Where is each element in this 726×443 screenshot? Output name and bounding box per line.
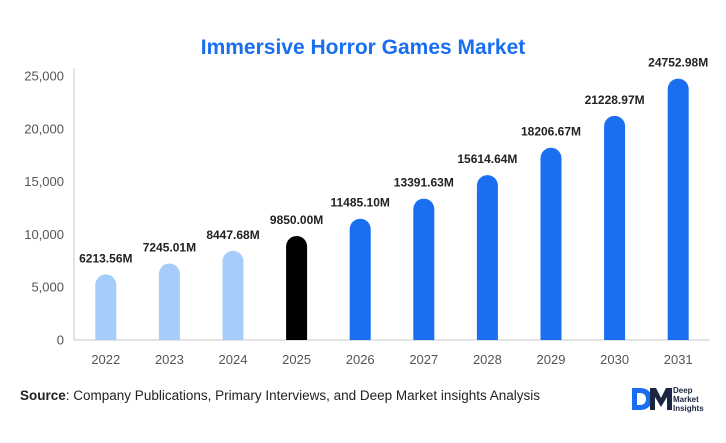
x-tick-label: 2028	[473, 352, 502, 367]
data-label: 15614.64M	[457, 152, 517, 166]
data-label: 21228.97M	[585, 93, 645, 107]
logo-line-3: Insights	[673, 404, 704, 413]
x-tick-label: 2030	[600, 352, 629, 367]
x-tick-label: 2024	[219, 352, 248, 367]
bar-2022	[95, 274, 117, 340]
x-tick-label: 2025	[282, 352, 311, 367]
y-tick-label: 10,000	[24, 227, 64, 242]
x-tick-label: 2031	[664, 352, 693, 367]
y-tick-label: 25,000	[24, 69, 64, 84]
bar-2026	[349, 218, 371, 340]
data-label: 7245.01M	[143, 240, 196, 254]
x-tick-label: 2029	[537, 352, 566, 367]
x-tick-label: 2027	[409, 352, 438, 367]
y-tick-label: 20,000	[24, 121, 64, 136]
data-label: 18206.67M	[521, 125, 581, 139]
data-label: 8447.68M	[206, 228, 259, 242]
source-note: Source: Company Publications, Primary In…	[20, 388, 540, 403]
bar-2028	[476, 175, 498, 340]
bar-chart: 0 5,000 10,000 15,000 20,000 25,000 2022 6213.5…	[24, 56, 710, 367]
bar-2030	[604, 115, 626, 340]
bar-2024	[222, 250, 244, 340]
logo-text: Deep Market Insights	[673, 386, 704, 413]
logo-line-2: Market	[673, 395, 699, 404]
data-label: 24752.98M	[648, 56, 708, 70]
chart-title: Immersive Horror Games Market	[200, 36, 526, 59]
data-label: 9850.00M	[270, 213, 323, 227]
source-label: Source	[20, 388, 66, 403]
x-tick-label: 2026	[346, 352, 375, 367]
x-tick-label: 2022	[91, 352, 120, 367]
deep-market-insights-logo: Deep Market Insights	[630, 383, 720, 417]
dmi-logo-icon	[632, 388, 672, 410]
bar-2025	[286, 235, 308, 340]
bar-2031	[667, 78, 689, 341]
data-label: 11485.10M	[331, 196, 390, 210]
data-label: 13391.63M	[394, 176, 454, 190]
bar-2027	[413, 198, 435, 340]
y-tick-label: 5,000	[31, 280, 64, 295]
y-tick-label: 15,000	[24, 174, 64, 189]
data-label: 6213.56M	[79, 251, 132, 265]
x-tick-label: 2023	[155, 352, 184, 367]
logo-line-1: Deep	[673, 386, 693, 395]
source-text: : Company Publications, Primary Intervie…	[65, 388, 540, 403]
y-tick-label: 0	[57, 333, 64, 348]
bar-2023	[158, 263, 180, 340]
bar-2029	[540, 147, 562, 340]
